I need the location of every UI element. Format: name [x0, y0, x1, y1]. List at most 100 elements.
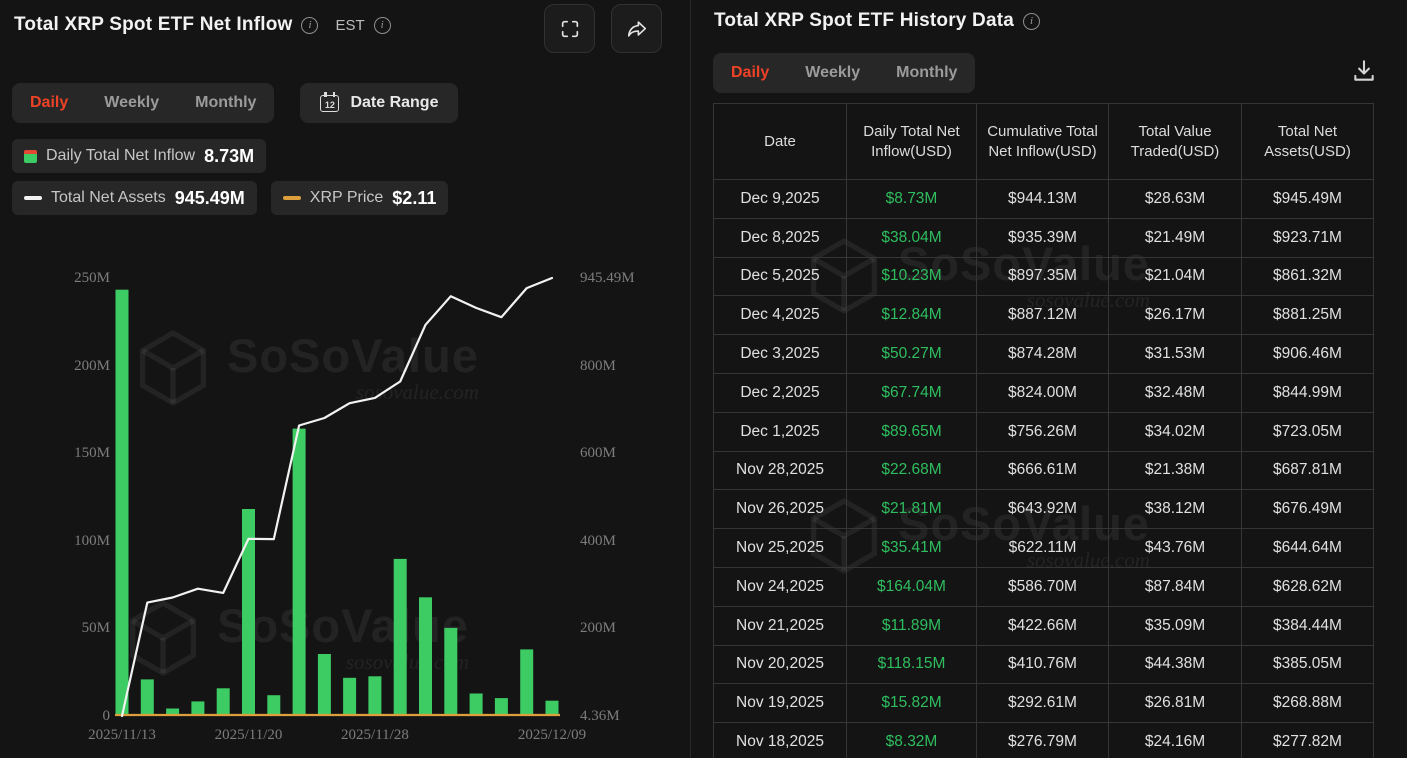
cell-value: $945.49M [1241, 179, 1374, 219]
cell-date: Dec 5,2025 [713, 256, 847, 297]
cell-date: Nov 20,2025 [713, 644, 847, 685]
cell-value: $21.81M [846, 489, 977, 530]
inflow-bar [545, 700, 559, 716]
cell-value: $622.11M [976, 528, 1109, 568]
cell-value: $268.88M [1241, 683, 1374, 724]
inflow-bar [419, 597, 432, 716]
table-row: Dec 8,2025 $38.04M $935.39M $21.49M $923.71M [713, 217, 1374, 258]
cell-value: $881.25M [1241, 295, 1374, 336]
cell-date: Dec 1,2025 [713, 411, 847, 452]
cell-value: $861.32M [1241, 256, 1374, 297]
cell-date: Nov 24,2025 [713, 566, 847, 607]
inflow-bar [292, 428, 306, 716]
inflow-bar [469, 693, 483, 716]
legend-daily-inflow[interactable]: Daily Total Net Inflow 8.73M [12, 139, 267, 173]
inflow-bar [393, 558, 407, 716]
cell-value: $644.64M [1241, 528, 1374, 568]
info-icon[interactable] [301, 16, 319, 34]
cell-value: $10.23M [846, 256, 977, 297]
cell-value: $35.09M [1108, 605, 1242, 646]
date-range-button[interactable]: 12 Date Range [300, 83, 459, 123]
tab-daily[interactable]: Daily [12, 86, 86, 120]
tab-weekly[interactable]: Weekly [86, 86, 177, 120]
timezone-label: EST [335, 16, 365, 34]
inflow-bar [140, 679, 154, 716]
cell-date: Dec 3,2025 [713, 334, 847, 374]
legend-value: 8.73M [204, 145, 255, 166]
chart-header: Total XRP Spot ETF Net Inflow EST [14, 14, 391, 36]
col-header-cumulative-inflow: Cumulative Total Net Inflow(USD) [976, 103, 1109, 180]
table-row: Nov 20,2025 $118.15M $410.76M $44.38M $385.0… [713, 644, 1374, 685]
table-row: Nov 26,2025 $21.81M $643.92M $38.12M $676.49… [713, 489, 1374, 530]
table-header-row: Date Daily Total Net Inflow(USD) Cumulat… [713, 103, 1374, 180]
table-row: Dec 4,2025 $12.84M $887.12M $26.17M $881.25M [713, 295, 1374, 336]
history-panel: SoSoValue sosovalue.com SoSoValue sosova… [690, 0, 1407, 758]
cell-value: $32.48M [1108, 372, 1242, 413]
inflow-bar [520, 649, 534, 716]
cell-value: $26.81M [1108, 683, 1242, 724]
cell-value: $22.68M [846, 450, 977, 491]
cell-value: $277.82M [1241, 722, 1374, 758]
cell-value: $44.38M [1108, 644, 1242, 685]
cell-value: $21.49M [1108, 217, 1242, 258]
chart-svg[interactable] [0, 0, 690, 758]
inflow-bar [494, 698, 508, 716]
cell-date: Dec 4,2025 [713, 295, 847, 336]
cell-value: $21.04M [1108, 256, 1242, 297]
info-icon[interactable] [1023, 12, 1041, 30]
cell-date: Dec 9,2025 [713, 179, 847, 219]
cell-value: $164.04M [846, 566, 977, 607]
cell-value: $87.84M [1108, 566, 1242, 607]
tab-daily[interactable]: Daily [713, 56, 787, 90]
cell-value: $384.44M [1241, 605, 1374, 646]
legend-xrp-price[interactable]: XRP Price $2.11 [270, 181, 449, 215]
cell-value: $628.62M [1241, 566, 1374, 607]
tab-monthly[interactable]: Monthly [878, 56, 975, 90]
inflow-bar [115, 289, 129, 716]
table-row: Dec 9,2025 $8.73M $944.13M $28.63M $945.49M [713, 179, 1374, 219]
legend-net-assets[interactable]: Total Net Assets 945.49M [12, 181, 257, 215]
cell-value: $643.92M [976, 489, 1109, 530]
table-row: Nov 21,2025 $11.89M $422.66M $35.09M $384.44… [713, 605, 1374, 646]
fullscreen-button[interactable] [544, 4, 595, 53]
cell-value: $26.17M [1108, 295, 1242, 336]
legend-value: 945.49M [174, 187, 245, 208]
inflow-bar [166, 708, 180, 716]
line-series-icon [282, 196, 301, 200]
legend-label: XRP Price [309, 189, 384, 206]
inflow-bar [368, 676, 382, 716]
cell-value: $21.38M [1108, 450, 1242, 491]
cell-value: $897.35M [976, 256, 1109, 297]
cell-value: $8.73M [846, 179, 977, 219]
cell-value: $89.65M [846, 411, 977, 452]
cell-value: $844.99M [1241, 372, 1374, 413]
history-header: Total XRP Spot ETF History Data [714, 10, 1041, 32]
legend-value: $2.11 [392, 187, 437, 208]
cell-value: $12.84M [846, 295, 977, 336]
cell-date: Nov 19,2025 [713, 683, 847, 724]
cell-value: $11.89M [846, 605, 977, 646]
table-row: Nov 25,2025 $35.41M $622.11M $43.76M $644.64… [713, 528, 1374, 568]
table-row: Dec 5,2025 $10.23M $897.35M $21.04M $861.32M [713, 256, 1374, 297]
cell-value: $666.61M [976, 450, 1109, 491]
inflow-bar [317, 654, 331, 716]
tab-weekly[interactable]: Weekly [787, 56, 878, 90]
cell-value: $24.16M [1108, 722, 1242, 758]
cell-value: $723.05M [1241, 411, 1374, 452]
info-icon[interactable] [373, 16, 391, 34]
cell-value: $8.32M [846, 722, 977, 758]
download-button[interactable] [1351, 58, 1377, 87]
cell-date: Nov 28,2025 [713, 450, 847, 491]
cell-date: Nov 21,2025 [713, 605, 847, 646]
chart-title: Total XRP Spot ETF Net Inflow [14, 14, 293, 35]
history-period-tabs: Daily Weekly Monthly [713, 53, 976, 93]
inflow-bar [444, 627, 458, 716]
share-icon [627, 20, 646, 37]
cell-value: $43.76M [1108, 528, 1242, 568]
table-row: Nov 28,2025 $22.68M $666.61M $21.38M $687.81… [713, 450, 1374, 491]
chart-controls: Daily Weekly Monthly 12 Date Range [12, 83, 459, 123]
cell-value: $67.74M [846, 372, 977, 413]
share-button[interactable] [611, 4, 662, 53]
tab-monthly[interactable]: Monthly [177, 86, 274, 120]
